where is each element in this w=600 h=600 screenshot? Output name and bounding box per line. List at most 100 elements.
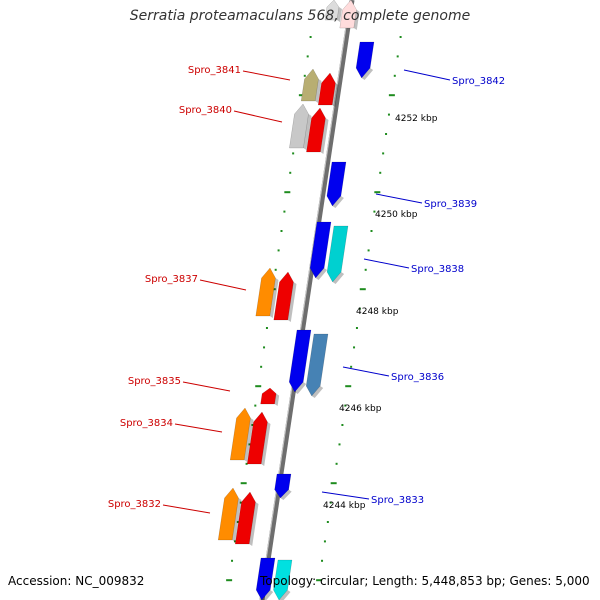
minor-tick (260, 365, 263, 368)
gene-arrow-shade (274, 393, 280, 406)
gene-label-right[interactable]: Spro_3833 (371, 495, 424, 506)
accession-text: Accession: NC_009832 (8, 574, 145, 588)
connector-right (375, 193, 423, 204)
minor-tick (379, 171, 382, 174)
connector-right (363, 258, 410, 269)
scale-label: 4252 kbp (395, 114, 438, 124)
minor-tick (231, 559, 234, 562)
gene-arrow (217, 487, 239, 541)
gene-arrow-shade (337, 7, 342, 22)
label-connectors (162, 69, 451, 514)
gene-arrow (255, 267, 276, 317)
major-tick (345, 385, 352, 388)
gene-arrow (260, 387, 277, 405)
gene-arrow (339, 0, 357, 29)
gene-arrow-shade (261, 422, 271, 466)
gene-arrow-shade (232, 498, 242, 542)
minor-tick (364, 268, 367, 271)
connector-left (174, 423, 223, 433)
minor-tick (277, 249, 280, 252)
gene-label-right[interactable]: Spro_3836 (391, 372, 444, 383)
major-tick (284, 191, 291, 194)
minor-tick (370, 230, 373, 232)
minor-tick (283, 210, 286, 213)
gene-arrow (355, 41, 375, 79)
gene-arrow (246, 411, 268, 465)
gene-arrow (326, 161, 347, 207)
minor-tick (263, 346, 266, 349)
gene-label-left[interactable]: Spro_3837 (145, 274, 198, 285)
scale-label: 4244 kbp (323, 501, 366, 511)
minor-tick (265, 327, 268, 329)
gene-label-left[interactable]: Spro_3834 (120, 418, 173, 429)
gene-arrow-shade (315, 79, 322, 103)
gene-arrow (274, 473, 292, 499)
gene-arrow-shade (332, 196, 344, 208)
gene-arrow-shade (320, 118, 329, 154)
major-tick (359, 288, 366, 291)
gene-arrow (306, 107, 326, 153)
gene-arrow (305, 333, 329, 397)
minor-tick (396, 55, 399, 58)
gene-arrow (324, 0, 340, 21)
major-tick (255, 385, 262, 388)
minor-tick (303, 74, 306, 77)
gene-arrow-shade (280, 489, 292, 500)
gene-label-left[interactable]: Spro_3835 (128, 376, 181, 387)
connector-left (182, 381, 231, 392)
minor-tick (321, 559, 324, 562)
minor-tick (335, 462, 338, 465)
minor-tick (326, 521, 329, 523)
gene-arrow (229, 407, 251, 461)
map-title: Serratia proteamaculans 568, complete ge… (129, 8, 471, 24)
gene-features (217, 0, 375, 600)
gene-label-right[interactable]: Spro_3842 (452, 76, 505, 87)
minor-tick (393, 74, 396, 77)
gene-label-left[interactable]: Spro_3840 (179, 105, 232, 116)
minor-tick (329, 501, 332, 504)
gene-arrow-shade (279, 590, 291, 600)
minor-tick (344, 404, 347, 407)
gene-label-right[interactable]: Spro_3839 (424, 199, 477, 210)
minor-tick (245, 462, 248, 465)
major-tick (330, 482, 337, 485)
gene-label-right[interactable]: Spro_3838 (411, 264, 464, 275)
gene-arrow-shade (353, 9, 360, 31)
gene-arrow-shade (332, 83, 339, 107)
gene-arrow (326, 225, 349, 283)
minor-tick (373, 210, 376, 213)
major-tick (240, 482, 247, 485)
gene-arrow-shade (244, 418, 254, 462)
gene-arrow-shade (287, 282, 297, 322)
gene-arrow (300, 68, 319, 102)
gene-arrow (288, 329, 312, 393)
minor-tick (338, 443, 341, 446)
minor-tick (350, 365, 353, 368)
minor-tick (251, 424, 254, 426)
minor-tick (289, 171, 292, 174)
gene-arrow (273, 271, 294, 321)
minor-tick (239, 501, 242, 504)
minor-tick (355, 327, 358, 329)
gene-arrow-shade (261, 590, 274, 600)
backbone-highlight (259, 0, 351, 600)
scale-label: 4246 kbp (339, 404, 382, 414)
genome-backbone (259, 0, 355, 600)
minor-tick (353, 346, 356, 349)
gene-arrow-shade (303, 114, 312, 150)
gene-arrow-shade (269, 278, 279, 318)
minor-tick (306, 55, 309, 58)
minor-tick (280, 230, 283, 232)
gene-arrow (317, 72, 336, 106)
connector-right (403, 69, 451, 81)
gene-label-left[interactable]: Spro_3832 (108, 499, 161, 510)
connector-left (199, 279, 247, 291)
minor-tick (233, 540, 236, 543)
gene-label-left[interactable]: Spro_3841 (188, 65, 241, 76)
minor-tick (341, 424, 344, 426)
gene-arrow-shade (294, 382, 307, 394)
minor-tick (387, 113, 390, 116)
minor-tick (367, 249, 370, 252)
minor-tick (274, 268, 277, 271)
